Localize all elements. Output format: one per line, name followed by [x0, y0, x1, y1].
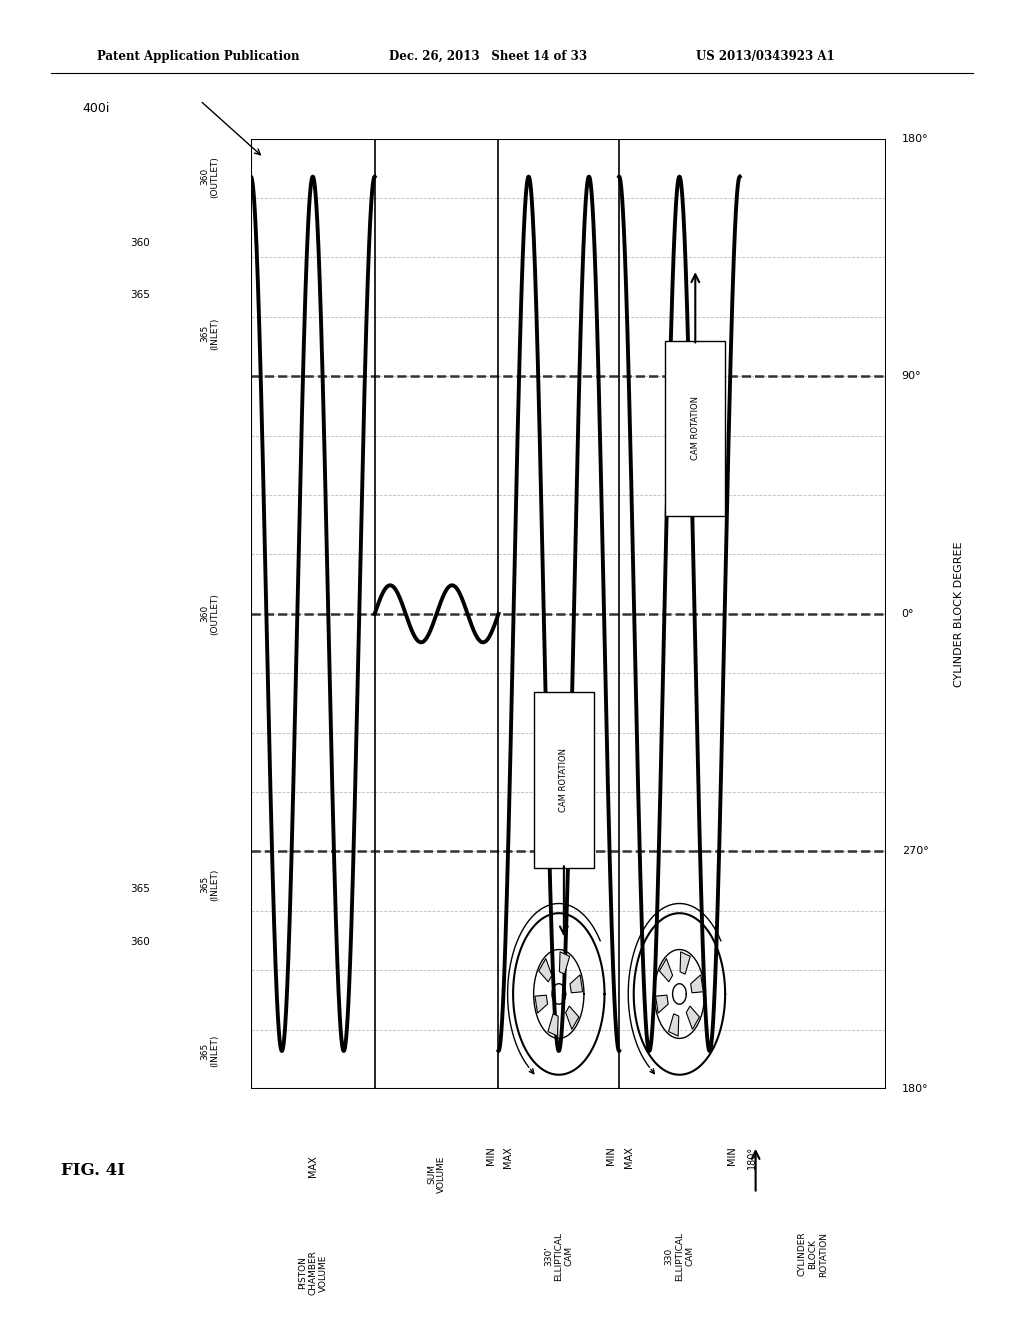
Text: 365
(INLET): 365 (INLET): [200, 1035, 219, 1067]
Polygon shape: [565, 1006, 579, 1030]
Text: 330
ELLIPTICAL
CAM: 330 ELLIPTICAL CAM: [665, 1232, 694, 1280]
FancyBboxPatch shape: [666, 341, 725, 516]
Polygon shape: [535, 995, 548, 1014]
Text: 400i: 400i: [82, 102, 110, 115]
Text: 90°: 90°: [901, 371, 922, 381]
Text: CAM ROTATION: CAM ROTATION: [559, 748, 568, 812]
Polygon shape: [686, 1006, 699, 1030]
Polygon shape: [570, 974, 583, 993]
FancyBboxPatch shape: [534, 692, 594, 869]
Text: CYLINDER
BLOCK
ROTATION: CYLINDER BLOCK ROTATION: [798, 1232, 827, 1276]
Text: 365
(INLET): 365 (INLET): [200, 317, 219, 350]
Polygon shape: [659, 958, 673, 982]
Polygon shape: [680, 952, 690, 974]
Polygon shape: [539, 958, 552, 982]
Text: 360: 360: [130, 238, 150, 248]
Text: FIG. 4I: FIG. 4I: [61, 1162, 125, 1179]
Text: MIN: MIN: [485, 1146, 496, 1164]
Text: MIN: MIN: [606, 1146, 616, 1164]
Text: 0°: 0°: [901, 609, 914, 619]
Text: 180°: 180°: [901, 133, 929, 144]
Text: Dec. 26, 2013 Sheet 14 of 33: Dec. 26, 2013 Sheet 14 of 33: [389, 50, 587, 63]
Text: 360: 360: [130, 937, 150, 946]
Polygon shape: [548, 1014, 558, 1036]
Circle shape: [67, 583, 73, 594]
Text: 360
(OUTLET): 360 (OUTLET): [200, 156, 219, 198]
Circle shape: [86, 634, 92, 644]
Polygon shape: [655, 995, 669, 1014]
Text: MAX: MAX: [503, 1146, 513, 1168]
Circle shape: [95, 609, 102, 619]
Text: CAM ROTATION: CAM ROTATION: [691, 396, 699, 461]
Text: 365: 365: [130, 884, 150, 895]
Polygon shape: [690, 974, 703, 993]
Circle shape: [57, 609, 63, 619]
Text: SUM
VOLUME: SUM VOLUME: [427, 1155, 446, 1193]
Text: 180°: 180°: [901, 1084, 929, 1094]
Circle shape: [67, 634, 73, 644]
Text: 365
(INLET): 365 (INLET): [200, 869, 219, 900]
Polygon shape: [559, 952, 569, 974]
Text: 270°: 270°: [901, 846, 929, 857]
Text: Patent Application Publication: Patent Application Publication: [97, 50, 300, 63]
Text: 365: 365: [130, 290, 150, 301]
Text: MAX: MAX: [308, 1155, 317, 1177]
Circle shape: [86, 583, 92, 594]
Text: CYLINDER BLOCK DEGREE: CYLINDER BLOCK DEGREE: [953, 541, 964, 686]
Circle shape: [70, 598, 90, 630]
Text: 330'
ELLIPTICAL
CAM: 330' ELLIPTICAL CAM: [544, 1232, 573, 1280]
Text: US 2013/0343923 A1: US 2013/0343923 A1: [696, 50, 835, 63]
Polygon shape: [669, 1014, 679, 1036]
Text: MAX: MAX: [624, 1146, 634, 1168]
Text: 180°: 180°: [748, 1146, 758, 1170]
Text: MIN: MIN: [727, 1146, 737, 1164]
Text: PISTON
CHAMBER
VOLUME: PISTON CHAMBER VOLUME: [298, 1250, 328, 1295]
Text: 360
(OUTLET): 360 (OUTLET): [200, 593, 219, 635]
